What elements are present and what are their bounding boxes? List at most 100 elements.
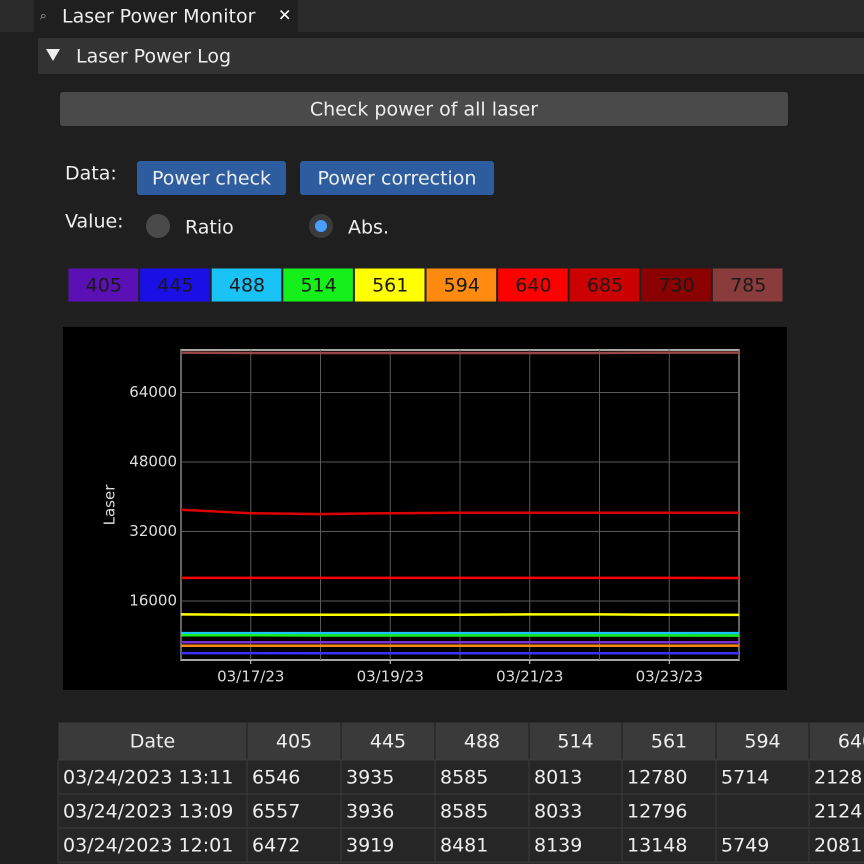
laser-chip-label: 594 bbox=[444, 275, 480, 297]
table-header[interactable]: 594 bbox=[744, 731, 780, 753]
radio[interactable] bbox=[146, 214, 170, 238]
table-cell-text: 8139 bbox=[534, 835, 582, 857]
laser-chip-label: 561 bbox=[372, 275, 408, 297]
table-cell bbox=[715, 759, 810, 795]
data-button-label: Power correction bbox=[318, 168, 477, 190]
laser-chip-label: 488 bbox=[229, 275, 265, 297]
table-cell bbox=[808, 827, 864, 863]
laser-chip-label: 445 bbox=[157, 275, 193, 297]
x-tick-label: 03/21/23 bbox=[496, 668, 563, 686]
table-header[interactable]: 640 bbox=[838, 731, 864, 753]
table-header[interactable]: 514 bbox=[557, 731, 593, 753]
table-cell-text: 13148 bbox=[627, 835, 687, 857]
y-tick-label: 48000 bbox=[129, 453, 177, 471]
table-cell-text: 12796 bbox=[627, 801, 687, 823]
laser-chip[interactable] bbox=[711, 267, 784, 303]
table-cell-text: 2128 bbox=[814, 767, 862, 789]
table-cell bbox=[715, 793, 810, 829]
tab-title: Laser Power Monitor bbox=[62, 6, 256, 28]
table-cell-text: 03/24/2023 13:09 bbox=[63, 801, 233, 823]
tab-icon: ⌕ bbox=[40, 9, 47, 23]
table-cell-text: 6557 bbox=[252, 801, 300, 823]
radio-dot bbox=[315, 220, 327, 232]
table-header[interactable]: 405 bbox=[276, 731, 312, 753]
table-header-cell bbox=[434, 721, 530, 761]
table-cell-text: 8013 bbox=[534, 767, 582, 789]
y-axis-label: Laser bbox=[101, 484, 119, 526]
tab[interactable] bbox=[34, 0, 298, 32]
data-button[interactable] bbox=[137, 161, 286, 195]
section-title: Laser Power Log bbox=[76, 46, 231, 68]
table-cell bbox=[246, 793, 342, 829]
table-header[interactable]: Date bbox=[130, 731, 175, 753]
table-cell-text: 3935 bbox=[346, 767, 394, 789]
table-cell-text: 2124 bbox=[814, 801, 862, 823]
table-cell bbox=[57, 827, 248, 863]
table-cell bbox=[57, 759, 248, 795]
laser-chip[interactable] bbox=[210, 267, 283, 303]
laser-chip[interactable] bbox=[497, 267, 569, 303]
data-button[interactable] bbox=[300, 161, 494, 195]
x-tick-label: 03/23/23 bbox=[636, 668, 703, 686]
laser-chip[interactable] bbox=[67, 267, 140, 303]
table-cell-text: 8585 bbox=[440, 767, 488, 789]
laser-chip[interactable] bbox=[640, 267, 712, 303]
laser-chip[interactable] bbox=[282, 267, 354, 303]
table-cell bbox=[528, 827, 623, 863]
laser-chip-label: 785 bbox=[730, 275, 766, 297]
table-cell-text: 2081 bbox=[814, 835, 862, 857]
table-header-cell bbox=[808, 721, 864, 761]
table-cell bbox=[528, 793, 623, 829]
table-cell-text: 12780 bbox=[627, 767, 687, 789]
data-label: Data: bbox=[65, 163, 117, 185]
table-cell bbox=[340, 827, 436, 863]
table-cell bbox=[715, 827, 810, 863]
series-line bbox=[180, 613, 740, 617]
y-tick-label: 16000 bbox=[129, 591, 177, 609]
laser-chip-label: 730 bbox=[658, 275, 694, 297]
y-tick-label: 64000 bbox=[129, 383, 177, 401]
table-cell bbox=[621, 759, 717, 795]
x-tick-label: 03/19/23 bbox=[357, 668, 424, 686]
check-button[interactable] bbox=[60, 92, 788, 126]
laser-chip-label: 405 bbox=[86, 275, 122, 297]
radio-label: Ratio bbox=[185, 217, 234, 239]
section-header[interactable] bbox=[38, 38, 864, 74]
tab-close[interactable]: ✕ bbox=[278, 6, 291, 25]
laser-chip-label: 514 bbox=[300, 275, 336, 297]
table-header-cell bbox=[715, 721, 810, 761]
y-tick-label: 32000 bbox=[129, 522, 177, 540]
table-cell-text: 6546 bbox=[252, 767, 300, 789]
laser-chip-label: 640 bbox=[515, 275, 551, 297]
laser-chip[interactable] bbox=[425, 267, 498, 303]
data-button-label: Power check bbox=[152, 168, 271, 190]
table-cell-text: 8481 bbox=[440, 835, 488, 857]
table-cell bbox=[808, 759, 864, 795]
laser-chip[interactable] bbox=[568, 267, 641, 303]
table-header-cell bbox=[621, 721, 717, 761]
table-cell-text: 3919 bbox=[346, 835, 394, 857]
table-cell-text: 3936 bbox=[346, 801, 394, 823]
table-header[interactable]: 561 bbox=[651, 731, 687, 753]
table-header[interactable]: 488 bbox=[464, 731, 500, 753]
collapse-arrow[interactable] bbox=[46, 49, 60, 61]
laser-chip-label: 685 bbox=[587, 275, 623, 297]
x-tick-label: 03/17/23 bbox=[217, 668, 284, 686]
table-cell-text: 6472 bbox=[252, 835, 300, 857]
check-button-label: Check power of all laser bbox=[310, 99, 538, 121]
table-cell-text: 5714 bbox=[721, 767, 769, 789]
series-line bbox=[180, 508, 739, 516]
table-cell-text: 03/24/2023 13:11 bbox=[63, 767, 233, 789]
table-cell bbox=[808, 793, 864, 829]
laser-chip[interactable] bbox=[139, 267, 211, 303]
radio-label: Abs. bbox=[348, 217, 389, 239]
table-cell-text: 03/24/2023 12:01 bbox=[63, 835, 233, 857]
table-header-cell bbox=[57, 721, 248, 761]
value-label: Value: bbox=[65, 211, 124, 233]
table-cell-text: 5749 bbox=[721, 835, 769, 857]
table-cell bbox=[340, 793, 436, 829]
laser-chip[interactable] bbox=[353, 267, 426, 303]
table-cell-text: 8585 bbox=[440, 801, 488, 823]
table-header[interactable]: 445 bbox=[370, 731, 406, 753]
